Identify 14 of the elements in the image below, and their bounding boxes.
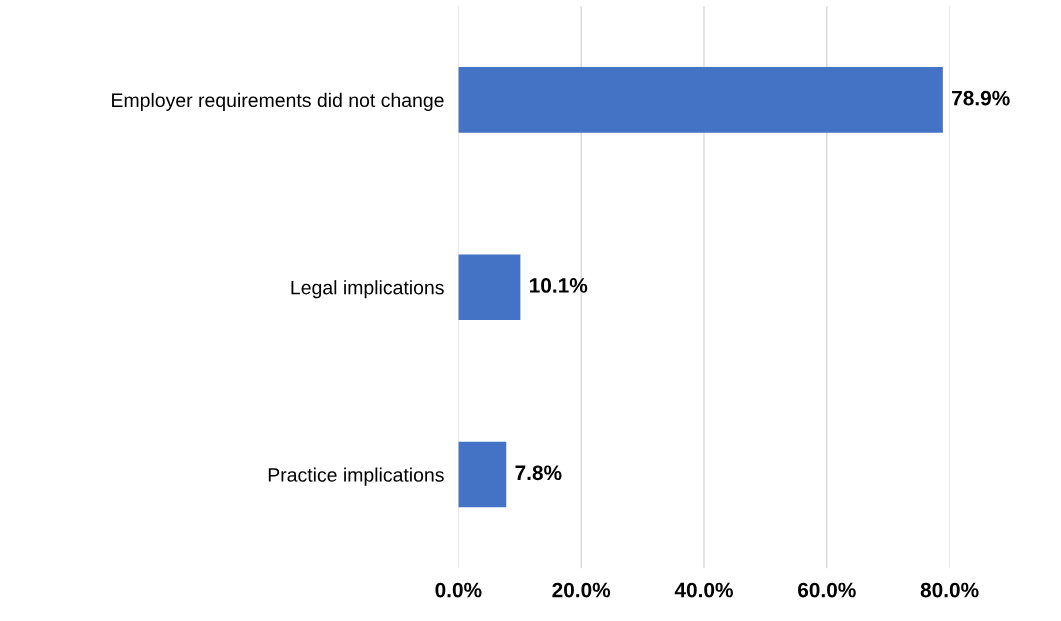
bar — [458, 67, 943, 133]
x-tick-label: 0.0% — [435, 582, 482, 598]
x-tick-label: 20.0% — [552, 582, 611, 598]
data-label: 7.8% — [515, 465, 562, 481]
data-label: 78.9% — [952, 90, 1010, 106]
x-tick-label: 40.0% — [674, 582, 733, 598]
y-tick-label: Practice implications — [268, 467, 444, 486]
data-label: 10.1% — [530, 278, 588, 293]
y-tick-label: Employer requirements did not change — [112, 92, 444, 111]
x-tick-label: 60.0% — [798, 582, 856, 598]
x-tick-label: 80.0% — [920, 582, 979, 598]
bar — [458, 441, 507, 508]
y-tick-label: Legal implications — [291, 280, 444, 299]
bar — [458, 254, 521, 320]
